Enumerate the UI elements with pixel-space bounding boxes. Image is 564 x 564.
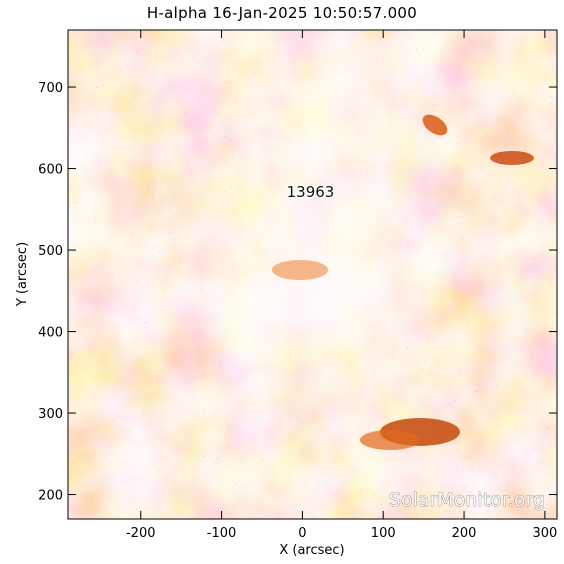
active-region-number: 13963 bbox=[287, 183, 335, 201]
x-tick-label: -200 bbox=[126, 526, 156, 541]
x-tick-label: 300 bbox=[532, 526, 557, 541]
x-tick-label: 0 bbox=[298, 526, 306, 541]
y-tick-label: 300 bbox=[38, 407, 63, 422]
dark-feature-right bbox=[490, 151, 534, 165]
dark-feature-upper bbox=[422, 114, 448, 136]
y-tick-label: 500 bbox=[38, 244, 63, 259]
y-axis: 200 300 400 500 600 700 bbox=[38, 81, 557, 504]
x-tick-label: 200 bbox=[452, 526, 477, 541]
x-axis: -200 -100 0 100 200 300 bbox=[126, 30, 557, 541]
x-tick-label: 100 bbox=[371, 526, 396, 541]
y-tick-label: 400 bbox=[38, 326, 63, 341]
solar-image bbox=[68, 30, 557, 519]
y-tick-label: 200 bbox=[38, 489, 63, 504]
x-axis-title: X (arcsec) bbox=[279, 543, 344, 558]
bright-upper-region bbox=[250, 30, 430, 135]
x-tick-label: -100 bbox=[207, 526, 237, 541]
y-axis-title: Y (arcsec) bbox=[15, 242, 30, 307]
active-region-extension bbox=[360, 430, 420, 450]
central-filament bbox=[272, 260, 328, 280]
plot-frame bbox=[67, 29, 558, 520]
y-tick-label: 700 bbox=[38, 81, 63, 96]
image-title: H-alpha 16-Jan-2025 10:50:57.000 bbox=[146, 4, 418, 22]
solarmonitor-watermark: SolarMonitor.org bbox=[389, 489, 545, 511]
y-tick-label: 600 bbox=[38, 163, 63, 178]
